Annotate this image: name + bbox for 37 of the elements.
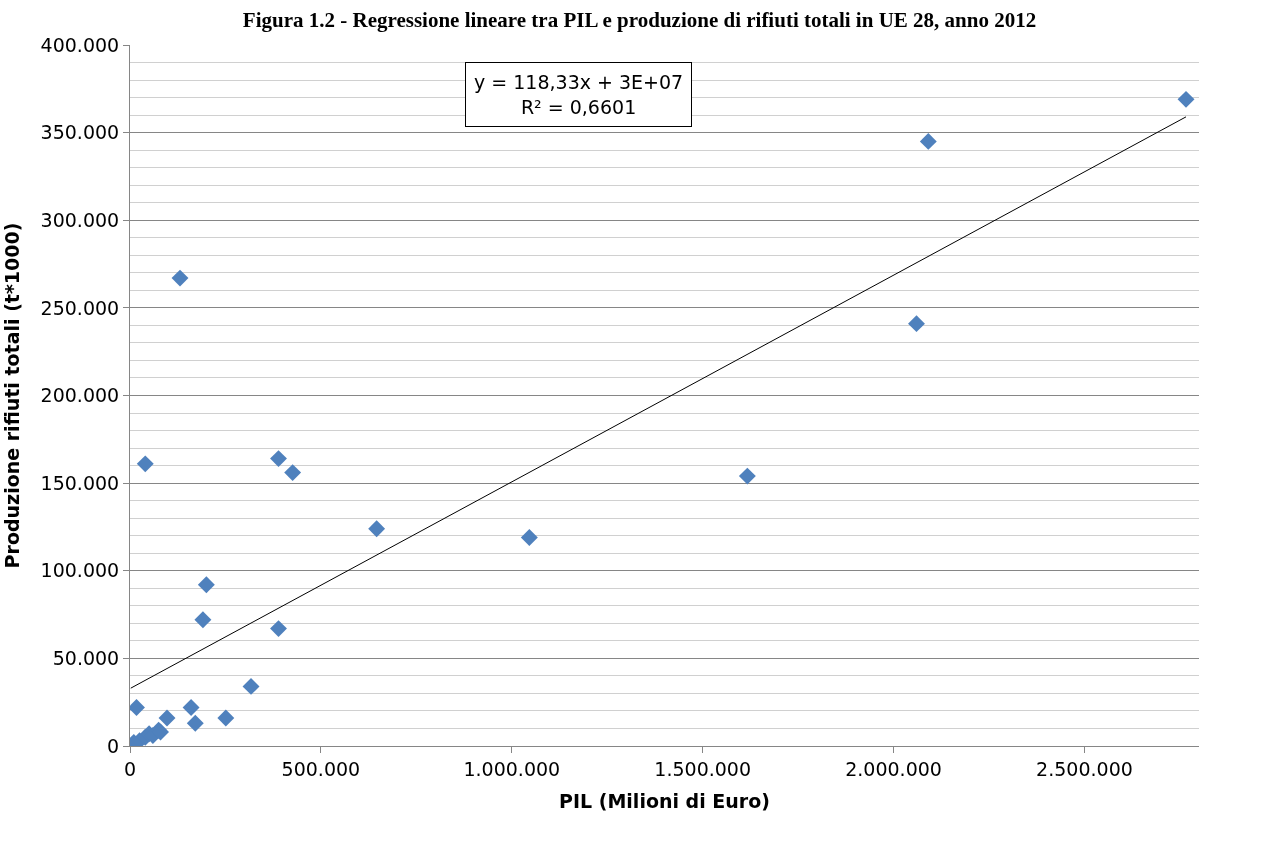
y-tick-label: 350.000 xyxy=(40,121,120,144)
y-tick-label: 50.000 xyxy=(52,647,120,670)
point xyxy=(171,269,189,287)
point xyxy=(270,450,287,468)
point xyxy=(738,467,756,485)
y-tick-label: 200.000 xyxy=(40,384,120,407)
point xyxy=(284,464,302,482)
point xyxy=(919,132,937,150)
y-tick-label: 300.000 xyxy=(40,208,120,231)
y-tick-label: 100.000 xyxy=(40,559,120,582)
y-tick-label: 150.000 xyxy=(40,471,120,494)
point xyxy=(270,620,287,638)
x-tick-label: 2.500.000 xyxy=(1036,757,1133,780)
x-axis-title: PIL (Milioni di Euro) xyxy=(559,789,770,812)
point xyxy=(182,699,200,716)
point xyxy=(194,611,212,629)
point xyxy=(197,576,215,594)
x-tick-label: 500.000 xyxy=(281,757,361,780)
point xyxy=(158,709,176,727)
point xyxy=(368,520,386,538)
y-axis-title: Produzione rifiuti totali (t*1000) xyxy=(1,222,24,569)
x-tick-label: 1.500.000 xyxy=(654,757,752,780)
y-tick-label: 250.000 xyxy=(40,296,120,319)
x-tick-label: 1.000.000 xyxy=(463,757,561,780)
point xyxy=(908,315,925,333)
point xyxy=(242,677,260,695)
y-tick-label: 400.000 xyxy=(40,33,120,56)
point xyxy=(186,714,204,732)
point xyxy=(136,455,154,473)
x-tick-label: 2.000.000 xyxy=(845,757,942,780)
point xyxy=(217,709,235,727)
y-tick-label: 0 xyxy=(107,734,120,757)
point xyxy=(1177,90,1195,108)
point xyxy=(520,529,538,546)
chart-title: Figura 1.2 - Regressione lineare tra PIL e produzione di rifiuti totali in UE 28, anno 2012 xyxy=(242,8,1037,33)
annotation: y = 118,33x + 3E+07 R² = 0,6601 xyxy=(474,71,684,118)
x-tick-label: 0 xyxy=(123,757,137,780)
